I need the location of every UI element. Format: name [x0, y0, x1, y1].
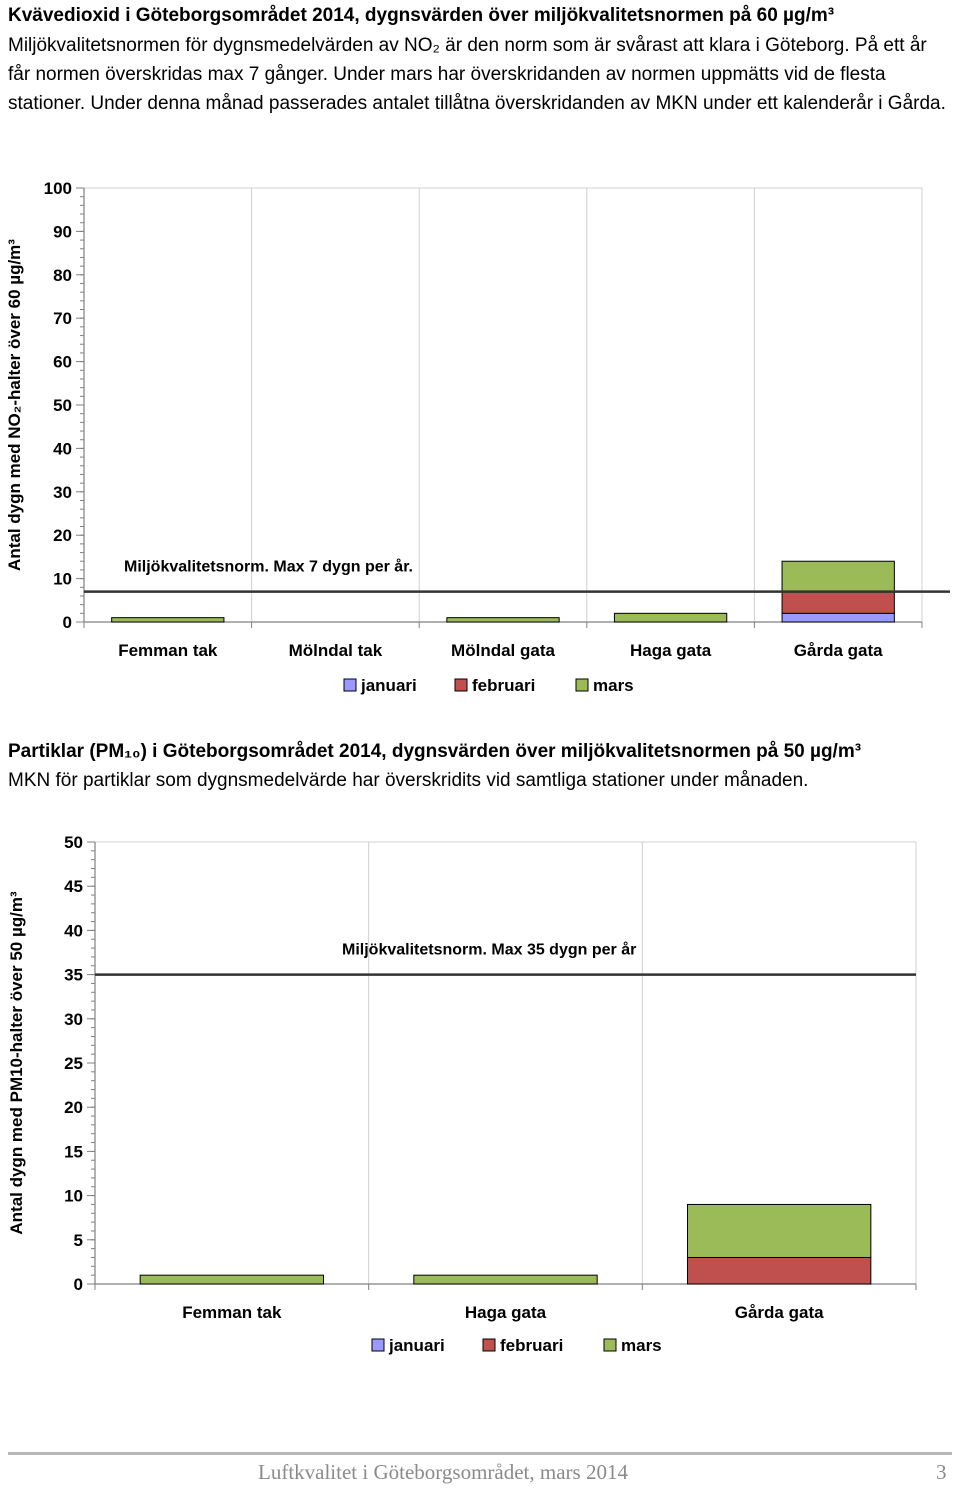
y-tick-label: 35 [64, 966, 83, 985]
plot-area [83, 187, 923, 623]
y-tick-label: 60 [53, 353, 72, 372]
bar-mars-2 [446, 617, 560, 623]
bar-mars-2 [686, 1203, 872, 1258]
no2-exceedance-chart: 0 10 20 30 40 50 60 70 80 90 100 Femman tak Mölndal … [5, 179, 950, 695]
legend-swatch-februari [454, 678, 468, 692]
y-tick-label: 40 [53, 439, 72, 458]
y-tick-label: 10 [53, 570, 72, 589]
bar-mars-3 [613, 612, 728, 623]
bar-mars-1 [413, 1274, 598, 1285]
legend-label-januari: januari [388, 1336, 445, 1355]
legend-swatch-januari [343, 678, 357, 692]
bar-februari-4 [781, 591, 895, 614]
legend-label-februari: februari [472, 676, 535, 695]
y-tick-label: 0 [63, 613, 72, 632]
y-tick-label: 100 [44, 179, 72, 198]
legend-label-mars: mars [621, 1336, 662, 1355]
y-tick-label: 90 [53, 222, 72, 241]
footer-title: Luftkvalitet i Göteborgsområdet, mars 20… [258, 1460, 628, 1484]
y-tick-label: 5 [74, 1231, 83, 1250]
section-body-pm10: MKN för partiklar som dygnsmedelvärde ha… [8, 770, 809, 791]
y-tick-label: 50 [53, 396, 72, 415]
x-tick-label: Gårda gata [735, 1303, 824, 1322]
y-tick-label: 25 [64, 1054, 83, 1073]
legend-swatch-mars [603, 1338, 617, 1352]
legend-label-februari: februari [500, 1336, 563, 1355]
x-tick-label: Mölndal gata [451, 641, 555, 660]
y-tick-label: 50 [64, 833, 83, 852]
y-axis-title: Antal dygn med NO₂-halter över 60 µg/m³ [5, 239, 24, 571]
pm10-exceedance-chart: 0 5 10 15 20 25 30 35 40 45 50 Femman tak Haga gata G… [7, 833, 917, 1355]
section-body-no2: Miljökvalitetsnormen för dygnsmedelvärde… [8, 35, 946, 114]
legend-swatch-januari [371, 1338, 385, 1352]
bar-januari-4 [781, 612, 895, 623]
footer-rule [8, 1452, 952, 1455]
y-tick-label: 30 [53, 483, 72, 502]
y-tick-label: 40 [64, 921, 83, 940]
x-tick-label: Gårda gata [794, 641, 883, 660]
bar-februari-2 [686, 1256, 872, 1285]
y-tick-label: 30 [64, 1010, 83, 1029]
y-tick-label: 45 [64, 877, 83, 896]
x-tick-label: Haga gata [630, 641, 712, 660]
x-tick-label: Haga gata [465, 1303, 547, 1322]
legend-label-januari: januari [360, 676, 417, 695]
section-title-pm10: Partiklar (PM₁₀) i Göteborgsområdet 2014… [8, 741, 862, 762]
page-number: 3 [936, 1460, 947, 1484]
section-title-no2: Kvävedioxid i Göteborgsområdet 2014, dyg… [8, 5, 835, 26]
y-tick-label: 70 [53, 309, 72, 328]
x-tick-label: Mölndal tak [289, 641, 383, 660]
norm-label: Miljökvalitetsnorm. Max 35 dygn per år [342, 941, 636, 959]
legend-label-mars: mars [593, 676, 634, 695]
legend-swatch-mars [575, 678, 589, 692]
norm-label: Miljökvalitetsnorm. Max 7 dygn per år. [124, 558, 413, 576]
x-tick-label: Femman tak [118, 641, 218, 660]
y-tick-label: 20 [53, 526, 72, 545]
x-tick-label: Femman tak [182, 1303, 282, 1322]
bar-mars-0 [139, 1274, 325, 1285]
legend-swatch-februari [482, 1338, 496, 1352]
bar-mars-0 [111, 617, 225, 623]
y-tick-label: 80 [53, 266, 72, 285]
y-tick-label: 10 [64, 1187, 83, 1206]
y-tick-label: 20 [64, 1098, 83, 1117]
bar-mars-4 [781, 560, 895, 593]
y-tick-label: 0 [74, 1275, 83, 1294]
y-tick-label: 15 [64, 1142, 83, 1161]
y-axis-title: Antal dygn med PM10-halter över 50 µg/m³ [7, 891, 26, 1235]
